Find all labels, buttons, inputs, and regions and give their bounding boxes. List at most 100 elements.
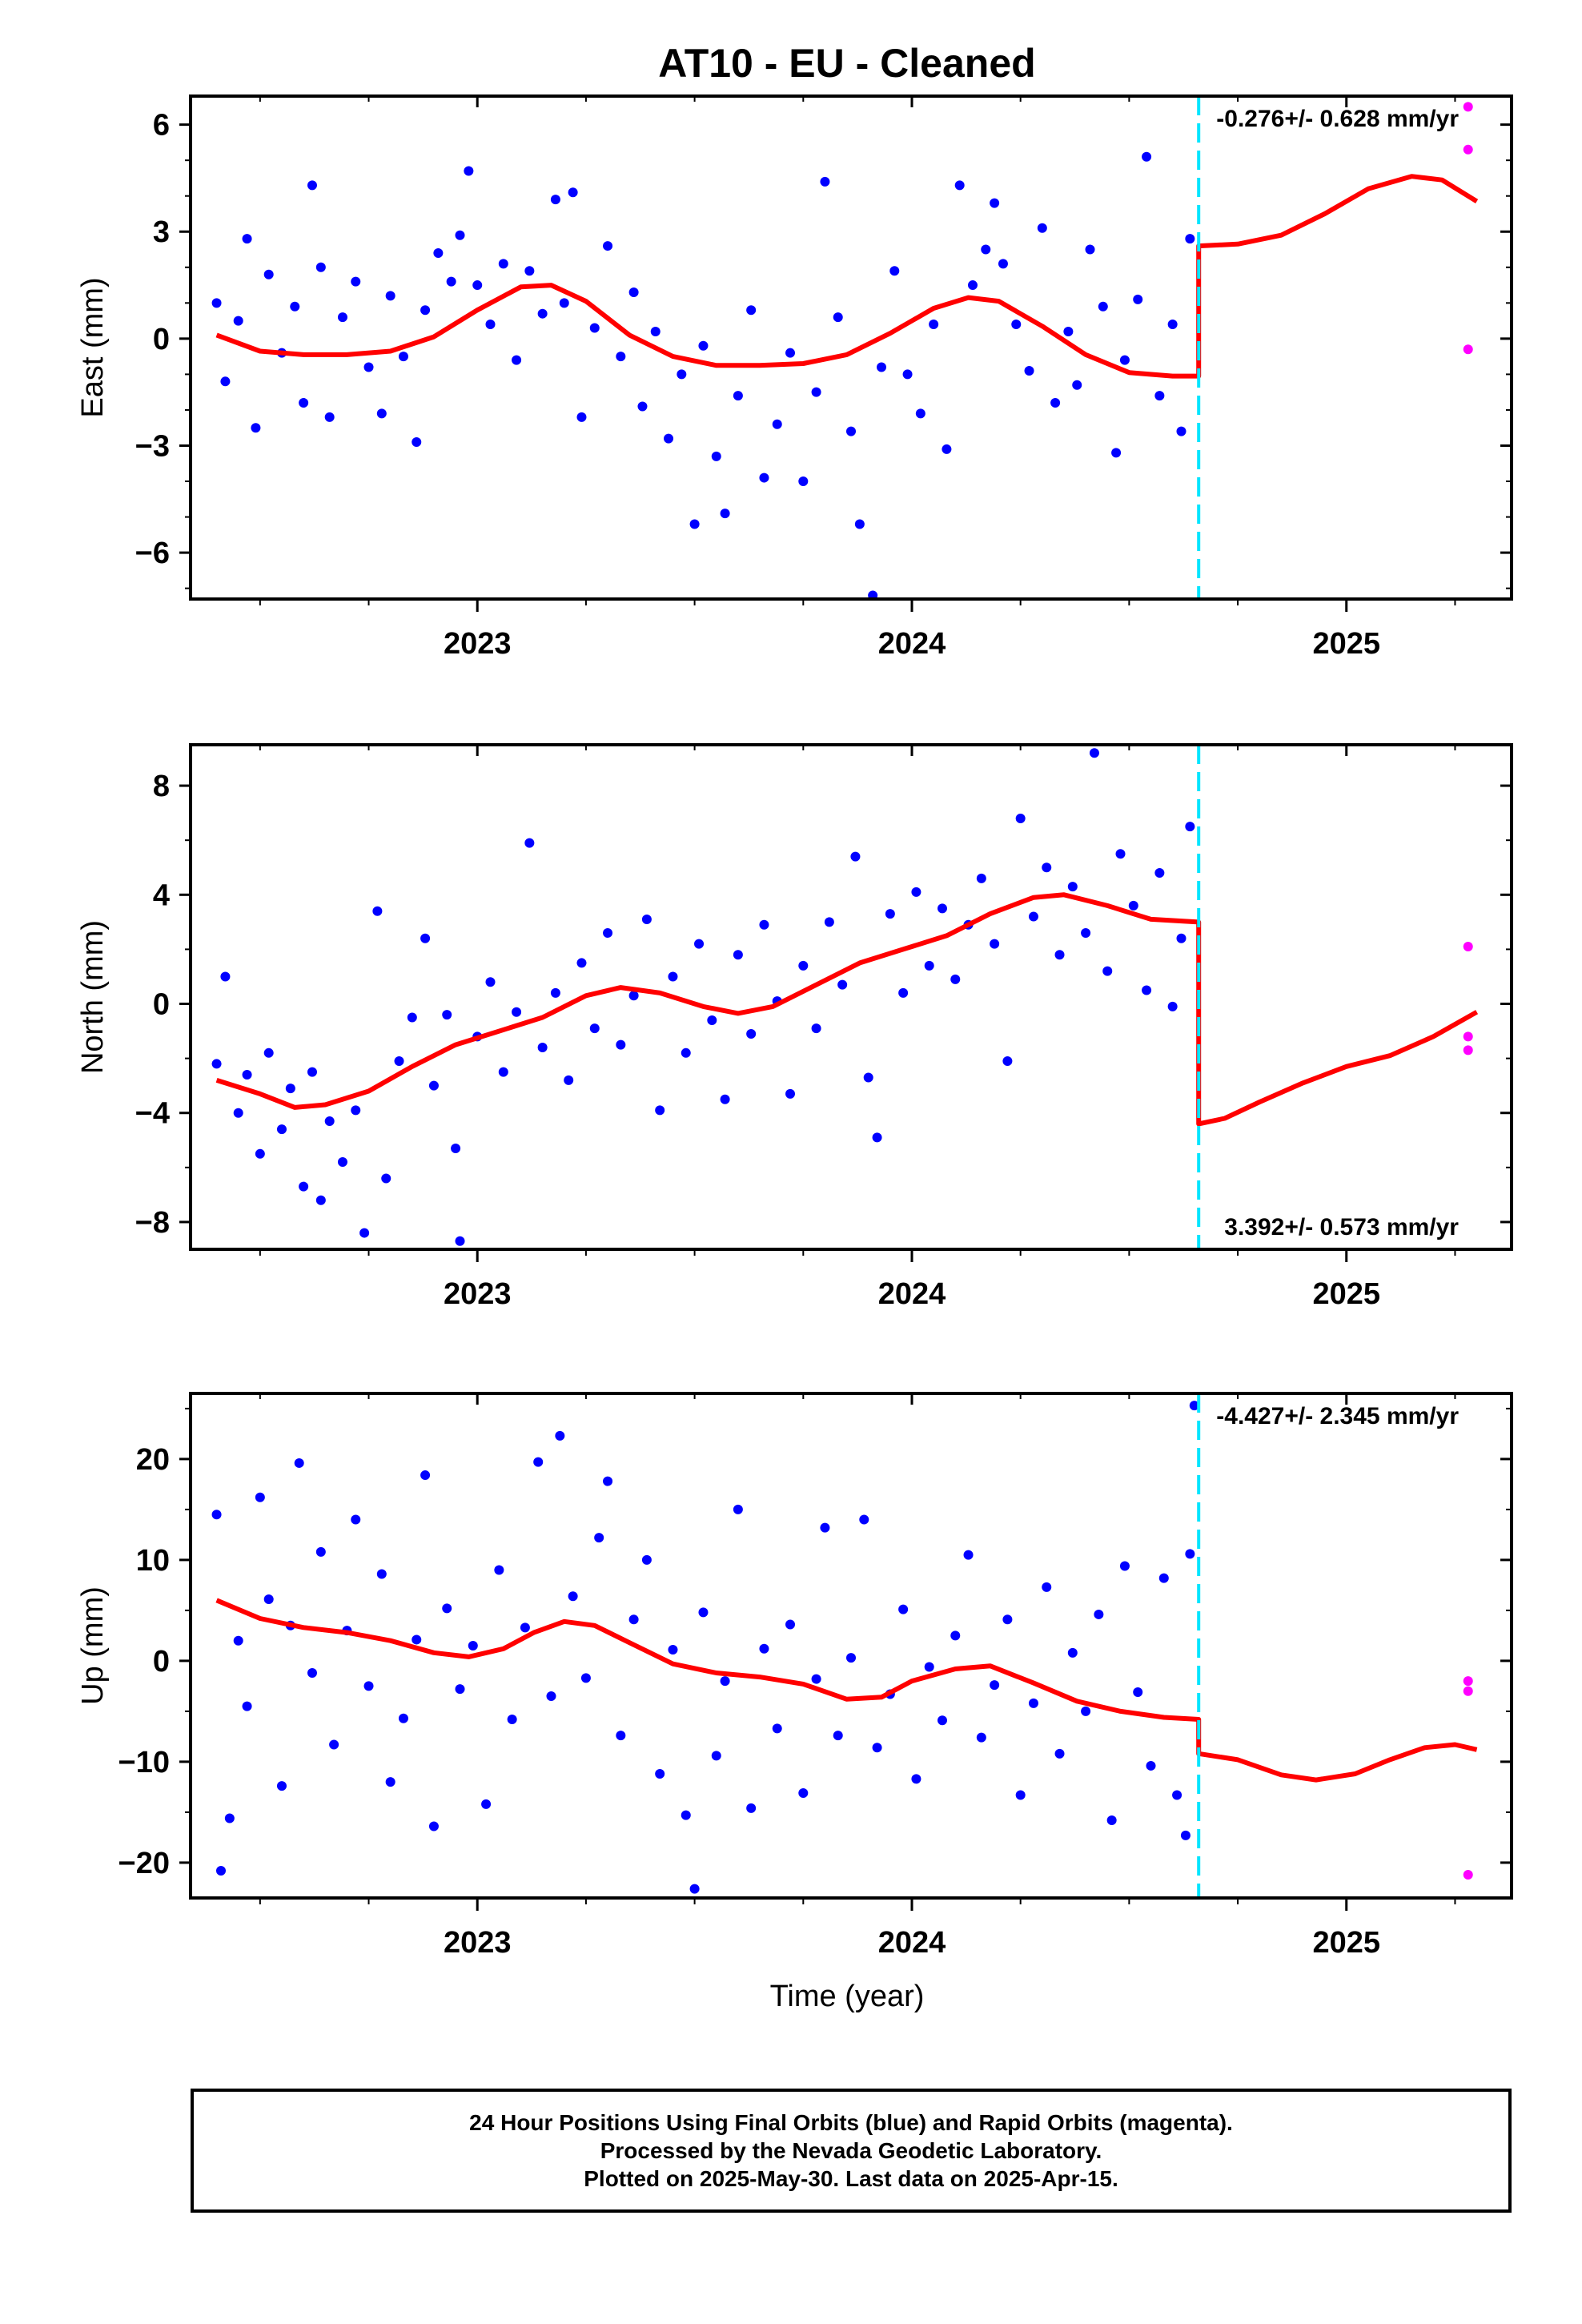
- final-orbit-point: [307, 1668, 317, 1679]
- final-orbit-point: [1172, 1790, 1182, 1800]
- caption-line-1: 24 Hour Positions Using Final Orbits (bl…: [469, 2110, 1233, 2135]
- final-orbit-point: [251, 423, 261, 433]
- final-orbit-point: [1042, 862, 1052, 873]
- final-orbit-point: [559, 298, 569, 308]
- final-orbit-point: [233, 1635, 243, 1646]
- final-orbit-point: [1094, 1609, 1104, 1619]
- final-orbit-point: [1185, 234, 1195, 244]
- model-fit-line: [215, 174, 1479, 379]
- final-orbit-point: [976, 873, 986, 883]
- rapid-orbit-point: [1463, 1031, 1473, 1042]
- final-orbit-point: [915, 408, 926, 419]
- final-orbit-point: [1002, 1614, 1013, 1625]
- final-orbit-point: [255, 1492, 265, 1502]
- final-orbit-point: [376, 408, 387, 419]
- y-tick-label-east: 0: [153, 323, 170, 356]
- final-orbit-point: [580, 1673, 591, 1683]
- caption-line-3: Plotted on 2025-May-30. Last data on 202…: [584, 2166, 1118, 2191]
- final-orbit-point: [689, 519, 700, 529]
- rapid-orbit-point: [1463, 102, 1473, 112]
- final-orbit-point: [455, 1236, 465, 1246]
- final-orbit-point: [616, 1039, 626, 1050]
- final-orbit-point: [512, 355, 522, 365]
- final-orbit-point: [307, 180, 317, 191]
- final-orbit-point: [315, 1195, 326, 1205]
- final-orbit-point: [655, 1105, 665, 1116]
- final-orbit-point: [263, 1594, 274, 1605]
- final-orbit-point: [746, 305, 757, 316]
- final-orbit-point: [668, 1645, 678, 1655]
- final-orbit-point: [628, 287, 639, 297]
- plot-frame-east: [189, 94, 1513, 601]
- final-orbit-point: [1054, 1748, 1065, 1759]
- final-orbit-point: [711, 1751, 721, 1761]
- final-orbit-point: [324, 1116, 335, 1126]
- final-orbit-point: [759, 472, 769, 483]
- final-orbit-point: [1024, 365, 1034, 376]
- final-orbit-point: [576, 412, 587, 422]
- final-orbit-point: [215, 1865, 226, 1876]
- final-orbit-point: [785, 1088, 796, 1099]
- final-orbit-point: [850, 851, 861, 862]
- final-orbit-point: [1115, 849, 1126, 859]
- final-orbit-point: [485, 977, 496, 987]
- final-orbit-point: [398, 352, 408, 362]
- panel-up: −20 −10 0 10 20 2023 2024 2025 Up (mm) -4.427+/- …: [76, 1392, 1513, 1960]
- final-orbit-point: [772, 1723, 782, 1734]
- final-orbit-point: [324, 412, 335, 422]
- final-orbit-point: [498, 259, 508, 269]
- rapid-orbit-point: [1463, 344, 1473, 355]
- final-orbit-point: [837, 979, 848, 990]
- final-orbit-point: [990, 1680, 1000, 1691]
- final-orbit-point: [242, 1701, 252, 1711]
- final-orbit-point: [1028, 1698, 1038, 1708]
- final-orbit-point: [711, 451, 721, 461]
- final-orbit-point: [1133, 1687, 1143, 1697]
- final-orbit-point: [442, 1603, 452, 1614]
- final-orbit-point: [1185, 1549, 1195, 1559]
- rapid-orbit-point: [1463, 144, 1473, 155]
- final-orbit-point: [811, 1674, 821, 1684]
- final-orbit-point: [442, 1010, 452, 1020]
- final-orbit-point: [655, 1769, 665, 1779]
- final-orbit-point: [568, 1591, 578, 1602]
- x-tick-label-north: 2023: [444, 1277, 512, 1311]
- final-orbit-point: [485, 320, 496, 330]
- y-tick-label-up: 0: [153, 1645, 170, 1679]
- final-orbit-point: [524, 266, 535, 276]
- final-orbit-point: [876, 362, 886, 372]
- final-orbit-point: [363, 362, 374, 372]
- final-orbit-point: [568, 187, 578, 198]
- y-tick-label-up: −20: [118, 1847, 170, 1880]
- final-orbit-point: [1028, 911, 1038, 922]
- y-tick-label-north: −8: [135, 1206, 170, 1240]
- final-orbit-point: [720, 1094, 730, 1104]
- y-tick-label-east: −6: [135, 537, 170, 570]
- final-orbit-point: [233, 1108, 243, 1118]
- final-orbit-point: [351, 1105, 361, 1116]
- final-orbit-point: [533, 1457, 544, 1467]
- final-orbit-point: [498, 1067, 508, 1077]
- final-orbit-point: [854, 519, 865, 529]
- final-orbit-point: [1015, 813, 1026, 823]
- final-orbit-point: [224, 1813, 235, 1823]
- rate-annotation-east: -0.276+/- 0.628 mm/yr: [1216, 106, 1459, 132]
- final-orbit-point: [550, 195, 560, 205]
- final-orbit-point: [720, 1676, 730, 1687]
- final-orbit-point: [412, 437, 422, 448]
- x-tick-label-up: 2023: [444, 1926, 512, 1960]
- rapid-orbit-point: [1463, 1870, 1473, 1880]
- final-orbit-point: [872, 1132, 882, 1143]
- final-orbit-point: [381, 1173, 391, 1184]
- final-orbit-point: [954, 180, 965, 191]
- final-orbit-point: [929, 320, 939, 330]
- final-orbit-point: [902, 369, 913, 380]
- y-tick-label-north: 0: [153, 988, 170, 1022]
- final-orbit-point: [759, 919, 769, 930]
- final-orbit-point: [942, 444, 952, 454]
- final-orbit-point: [507, 1714, 517, 1724]
- final-orbit-point: [976, 1732, 986, 1743]
- final-orbit-point: [616, 352, 626, 362]
- x-tick-label-up: 2024: [878, 1926, 946, 1960]
